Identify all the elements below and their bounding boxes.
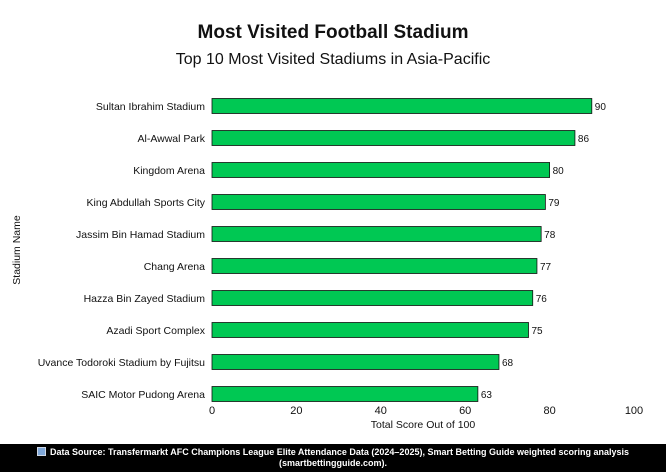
bar — [211, 386, 479, 402]
bar — [211, 322, 529, 338]
x-tick-label: 0 — [209, 405, 215, 417]
data-label: 76 — [536, 294, 548, 305]
chart-title: Most Visited Football Stadium — [197, 22, 469, 43]
x-tick-label: 20 — [290, 405, 302, 417]
bar — [211, 226, 542, 242]
y-tick-label: Al-Awwal Park — [138, 133, 206, 145]
y-tick-label: Jassim Bin Hamad Stadium — [76, 229, 205, 241]
x-axis-label: Total Score Out of 100 — [371, 419, 476, 431]
y-tick-label: Sultan Ibrahim Stadium — [96, 101, 205, 113]
y-axis-label: Stadium Name — [11, 215, 23, 285]
y-tick-label: Uvance Todoroki Stadium by Fujitsu — [38, 357, 205, 369]
y-tick-label: SAIC Motor Pudong Arena — [81, 389, 205, 401]
bar — [211, 194, 546, 210]
data-label: 75 — [532, 326, 544, 337]
data-source-text: Data Source: Transfermarkt AFC Champions… — [50, 447, 629, 468]
bar — [211, 354, 500, 370]
bar-chart: Sultan Ibrahim Stadium 90 Al-Awwal Park 86 K… — [11, 98, 643, 431]
y-tick-label: King Abdullah Sports City — [87, 197, 206, 209]
x-tick-label: 40 — [375, 405, 387, 417]
y-tick-label: Azadi Sport Complex — [106, 325, 205, 337]
bar — [211, 290, 534, 306]
chart-icon — [37, 447, 46, 456]
bar — [211, 162, 551, 178]
chart-subtitle: Top 10 Most Visited Stadiums in Asia-Pac… — [175, 51, 491, 68]
x-tick-label: 80 — [543, 405, 555, 417]
y-tick-label: Kingdom Arena — [133, 165, 205, 177]
data-label: 79 — [548, 198, 560, 209]
data-label: 86 — [578, 134, 590, 145]
data-label: 78 — [544, 230, 556, 241]
x-tick-label: 60 — [459, 405, 471, 417]
x-tick-label: 100 — [625, 405, 643, 417]
bar — [211, 98, 593, 114]
bar — [211, 258, 538, 274]
data-label: 77 — [540, 262, 552, 273]
y-tick-label: Hazza Bin Zayed Stadium — [84, 293, 206, 305]
data-label: 90 — [595, 102, 607, 113]
data-label: 63 — [481, 390, 493, 401]
data-label: 80 — [553, 166, 565, 177]
bar — [211, 130, 576, 146]
data-source-footer: Data Source: Transfermarkt AFC Champions… — [0, 444, 666, 472]
data-label: 68 — [502, 358, 514, 369]
y-tick-label: Chang Arena — [144, 261, 205, 273]
